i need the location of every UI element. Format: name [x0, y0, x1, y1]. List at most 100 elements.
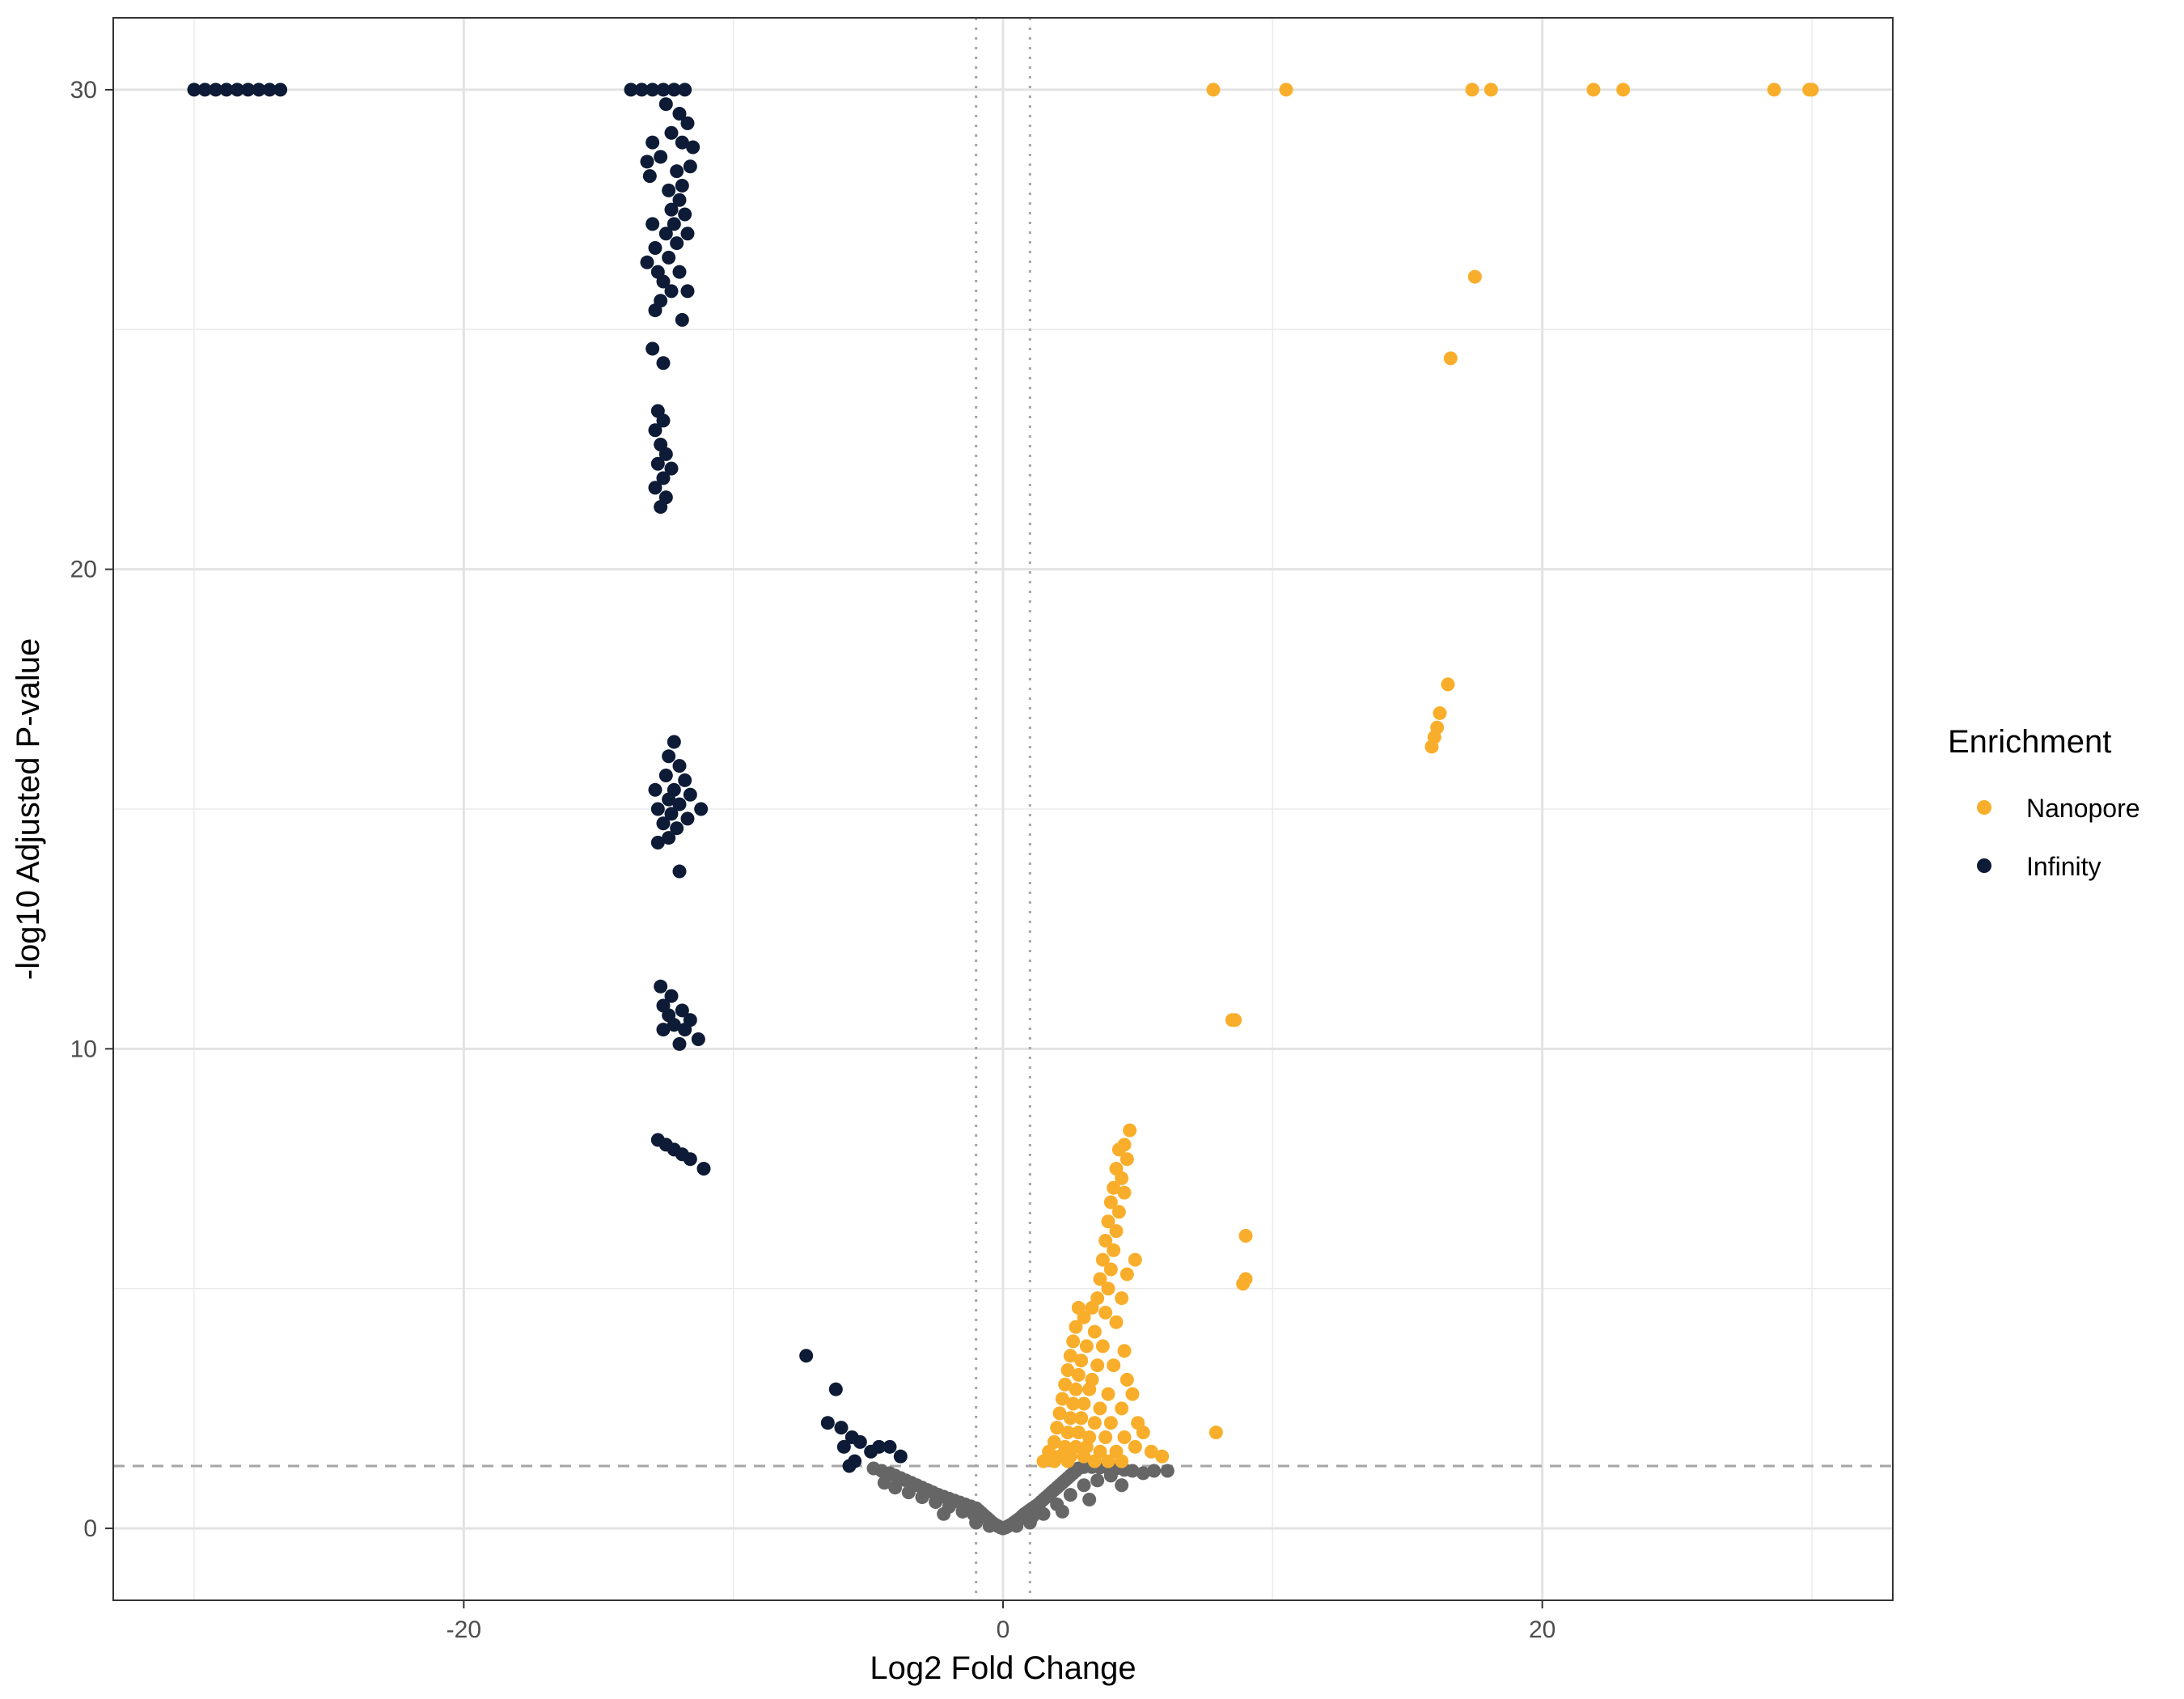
- reference-lines: [113, 18, 1893, 1600]
- point-not-significant: [1022, 1515, 1037, 1530]
- point-infinity: [882, 1439, 897, 1454]
- point-nanopore: [1052, 1406, 1067, 1421]
- point-nanopore: [1443, 351, 1458, 366]
- point-nanopore: [1128, 1252, 1142, 1267]
- point-nanopore: [1109, 1224, 1124, 1239]
- point-nanopore: [1236, 1277, 1251, 1291]
- point-infinity: [664, 461, 679, 476]
- point-infinity: [664, 989, 679, 1003]
- point-infinity: [872, 1439, 887, 1454]
- point-infinity: [648, 782, 662, 797]
- point-infinity: [645, 83, 660, 97]
- point-nanopore: [1060, 1454, 1075, 1468]
- point-infinity: [799, 1349, 814, 1363]
- point-infinity: [683, 159, 697, 174]
- point-not-significant: [1160, 1464, 1175, 1478]
- point-infinity: [656, 1023, 671, 1037]
- point-infinity: [678, 83, 692, 97]
- point-infinity: [675, 178, 689, 193]
- point-infinity: [670, 164, 684, 179]
- point-infinity: [654, 150, 668, 164]
- legend-title: Enrichment: [1948, 724, 2111, 760]
- point-infinity: [252, 83, 266, 97]
- point-nanopore: [1115, 1171, 1129, 1185]
- point-infinity: [670, 236, 684, 251]
- point-nanopore: [1098, 1430, 1113, 1444]
- point-nanopore: [1036, 1454, 1051, 1468]
- point-nanopore: [1805, 83, 1819, 97]
- point-infinity: [656, 83, 671, 97]
- point-not-significant: [1036, 1506, 1051, 1521]
- point-infinity: [634, 83, 649, 97]
- point-nanopore: [1060, 1426, 1075, 1440]
- point-infinity: [670, 821, 684, 836]
- point-nanopore: [1238, 1229, 1253, 1244]
- point-infinity: [262, 83, 277, 97]
- point-nanopore: [1071, 1367, 1086, 1382]
- y-axis-ticks: 0 10 20 30: [70, 77, 113, 1542]
- point-infinity: [645, 341, 660, 356]
- point-nanopore: [1077, 1449, 1091, 1464]
- point-infinity: [658, 447, 673, 461]
- point-nanopore: [1060, 1362, 1075, 1377]
- point-not-significant: [1103, 1468, 1118, 1483]
- point-nanopore: [1085, 1300, 1099, 1315]
- x-axis-ticks: -20 0 20: [447, 1600, 1555, 1643]
- point-infinity: [662, 250, 676, 265]
- point-not-significant: [929, 1494, 943, 1509]
- point-infinity: [197, 83, 212, 97]
- y-tick-label: 10: [70, 1036, 97, 1062]
- point-infinity: [662, 183, 676, 197]
- point-infinity: [645, 217, 660, 231]
- point-infinity: [241, 83, 256, 97]
- point-nanopore: [1155, 1449, 1170, 1464]
- point-infinity: [648, 481, 662, 495]
- point-infinity: [640, 155, 654, 169]
- point-infinity: [672, 265, 687, 279]
- point-infinity: [680, 116, 695, 130]
- point-not-significant: [1147, 1464, 1162, 1478]
- point-nanopore: [1117, 1185, 1132, 1200]
- point-nanopore: [1069, 1320, 1083, 1334]
- point-not-significant: [1115, 1478, 1129, 1493]
- point-nanopore: [1107, 1358, 1121, 1373]
- point-nanopore: [1050, 1421, 1064, 1435]
- point-not-significant: [901, 1485, 916, 1500]
- point-nanopore: [1069, 1382, 1083, 1396]
- point-not-significant: [1009, 1519, 1024, 1533]
- point-nanopore: [1128, 1439, 1142, 1454]
- point-nanopore: [1103, 1416, 1118, 1430]
- point-nanopore: [1586, 83, 1601, 97]
- point-infinity: [672, 759, 687, 773]
- legend-key-nanopore: [1977, 800, 1991, 815]
- point-nanopore: [1101, 1282, 1115, 1296]
- point-nanopore: [1441, 677, 1455, 692]
- point-infinity: [680, 811, 695, 826]
- point-infinity: [675, 135, 689, 150]
- point-nanopore: [1074, 1354, 1089, 1368]
- point-not-significant: [1055, 1504, 1069, 1519]
- point-infinity: [664, 284, 679, 299]
- point-nanopore: [1093, 1401, 1107, 1416]
- point-nanopore: [1066, 1334, 1081, 1349]
- point-nanopore: [1767, 83, 1781, 97]
- point-infinity: [658, 227, 673, 241]
- point-infinity: [672, 107, 687, 121]
- point-infinity: [675, 1003, 689, 1018]
- point-nanopore: [1074, 1411, 1089, 1426]
- point-infinity: [656, 816, 671, 831]
- point-infinity: [672, 864, 687, 879]
- point-not-significant: [955, 1504, 970, 1519]
- point-nanopore: [1115, 1401, 1129, 1416]
- point-not-significant: [866, 1461, 881, 1476]
- point-nanopore: [1467, 269, 1482, 284]
- point-nanopore: [1082, 1382, 1097, 1396]
- point-nanopore: [1228, 1013, 1242, 1027]
- point-not-significant: [1077, 1478, 1091, 1493]
- point-nanopore: [1120, 1372, 1134, 1387]
- point-nanopore: [1120, 1267, 1134, 1282]
- point-infinity: [675, 312, 689, 327]
- point-infinity: [853, 1434, 867, 1449]
- point-nanopore: [1077, 1310, 1091, 1324]
